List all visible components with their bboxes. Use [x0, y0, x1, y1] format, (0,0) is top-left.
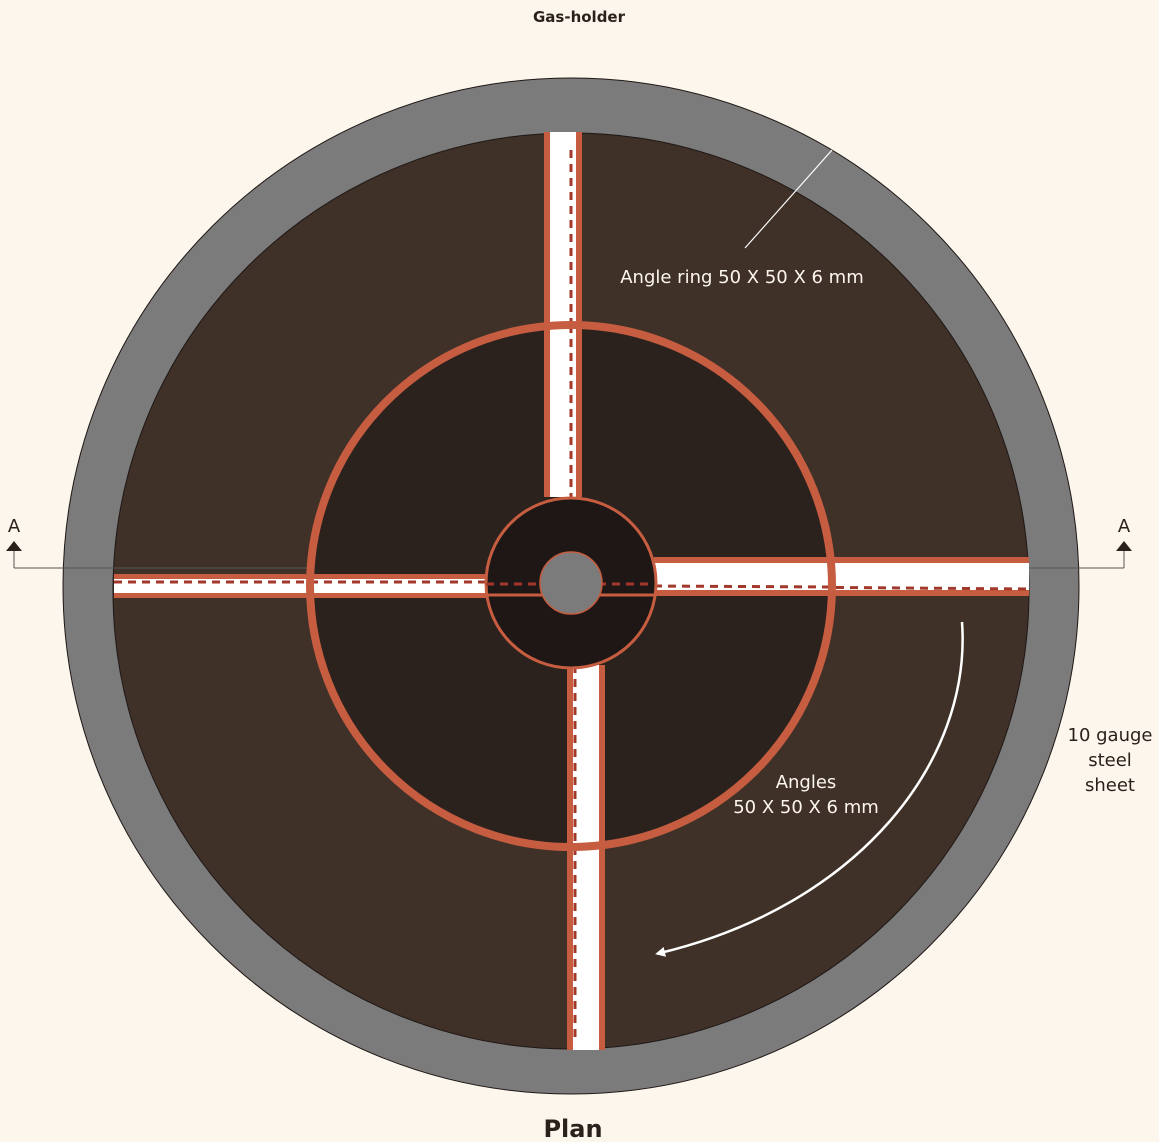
- diagram-caption: Plan: [543, 1115, 602, 1142]
- inner-angle-ring: [306, 321, 836, 851]
- angle-bottom-inner: [567, 665, 605, 847]
- angle-left-inner: [310, 574, 486, 598]
- angle-ring-label: Angle ring 50 X 50 X 6 mm: [620, 267, 864, 288]
- angle-ring-leader-line: [744, 149, 833, 249]
- center-hub: [539, 551, 603, 615]
- angle-top-inner: [544, 325, 582, 497]
- angles-label-line1: Angles: [776, 772, 837, 793]
- section-arrow-right-icon: [1116, 541, 1132, 551]
- steel-sheet-label-line1: 10 gauge: [1068, 725, 1153, 746]
- section-label-left: A: [8, 516, 21, 537]
- angle-right-inner: [653, 557, 833, 596]
- diagram-title: Gas-holder: [533, 8, 626, 26]
- angles-label-line2: 50 X 50 X 6 mm: [733, 797, 879, 818]
- steel-sheet-label-line3: sheet: [1085, 775, 1135, 796]
- rotation-arrow-icon: [655, 621, 964, 957]
- steel-sheet-label-line2: steel: [1088, 750, 1132, 771]
- inner-plate-quadrants: [310, 325, 832, 847]
- section-label-right: A: [1118, 516, 1131, 537]
- section-arrow-left-icon: [6, 541, 22, 551]
